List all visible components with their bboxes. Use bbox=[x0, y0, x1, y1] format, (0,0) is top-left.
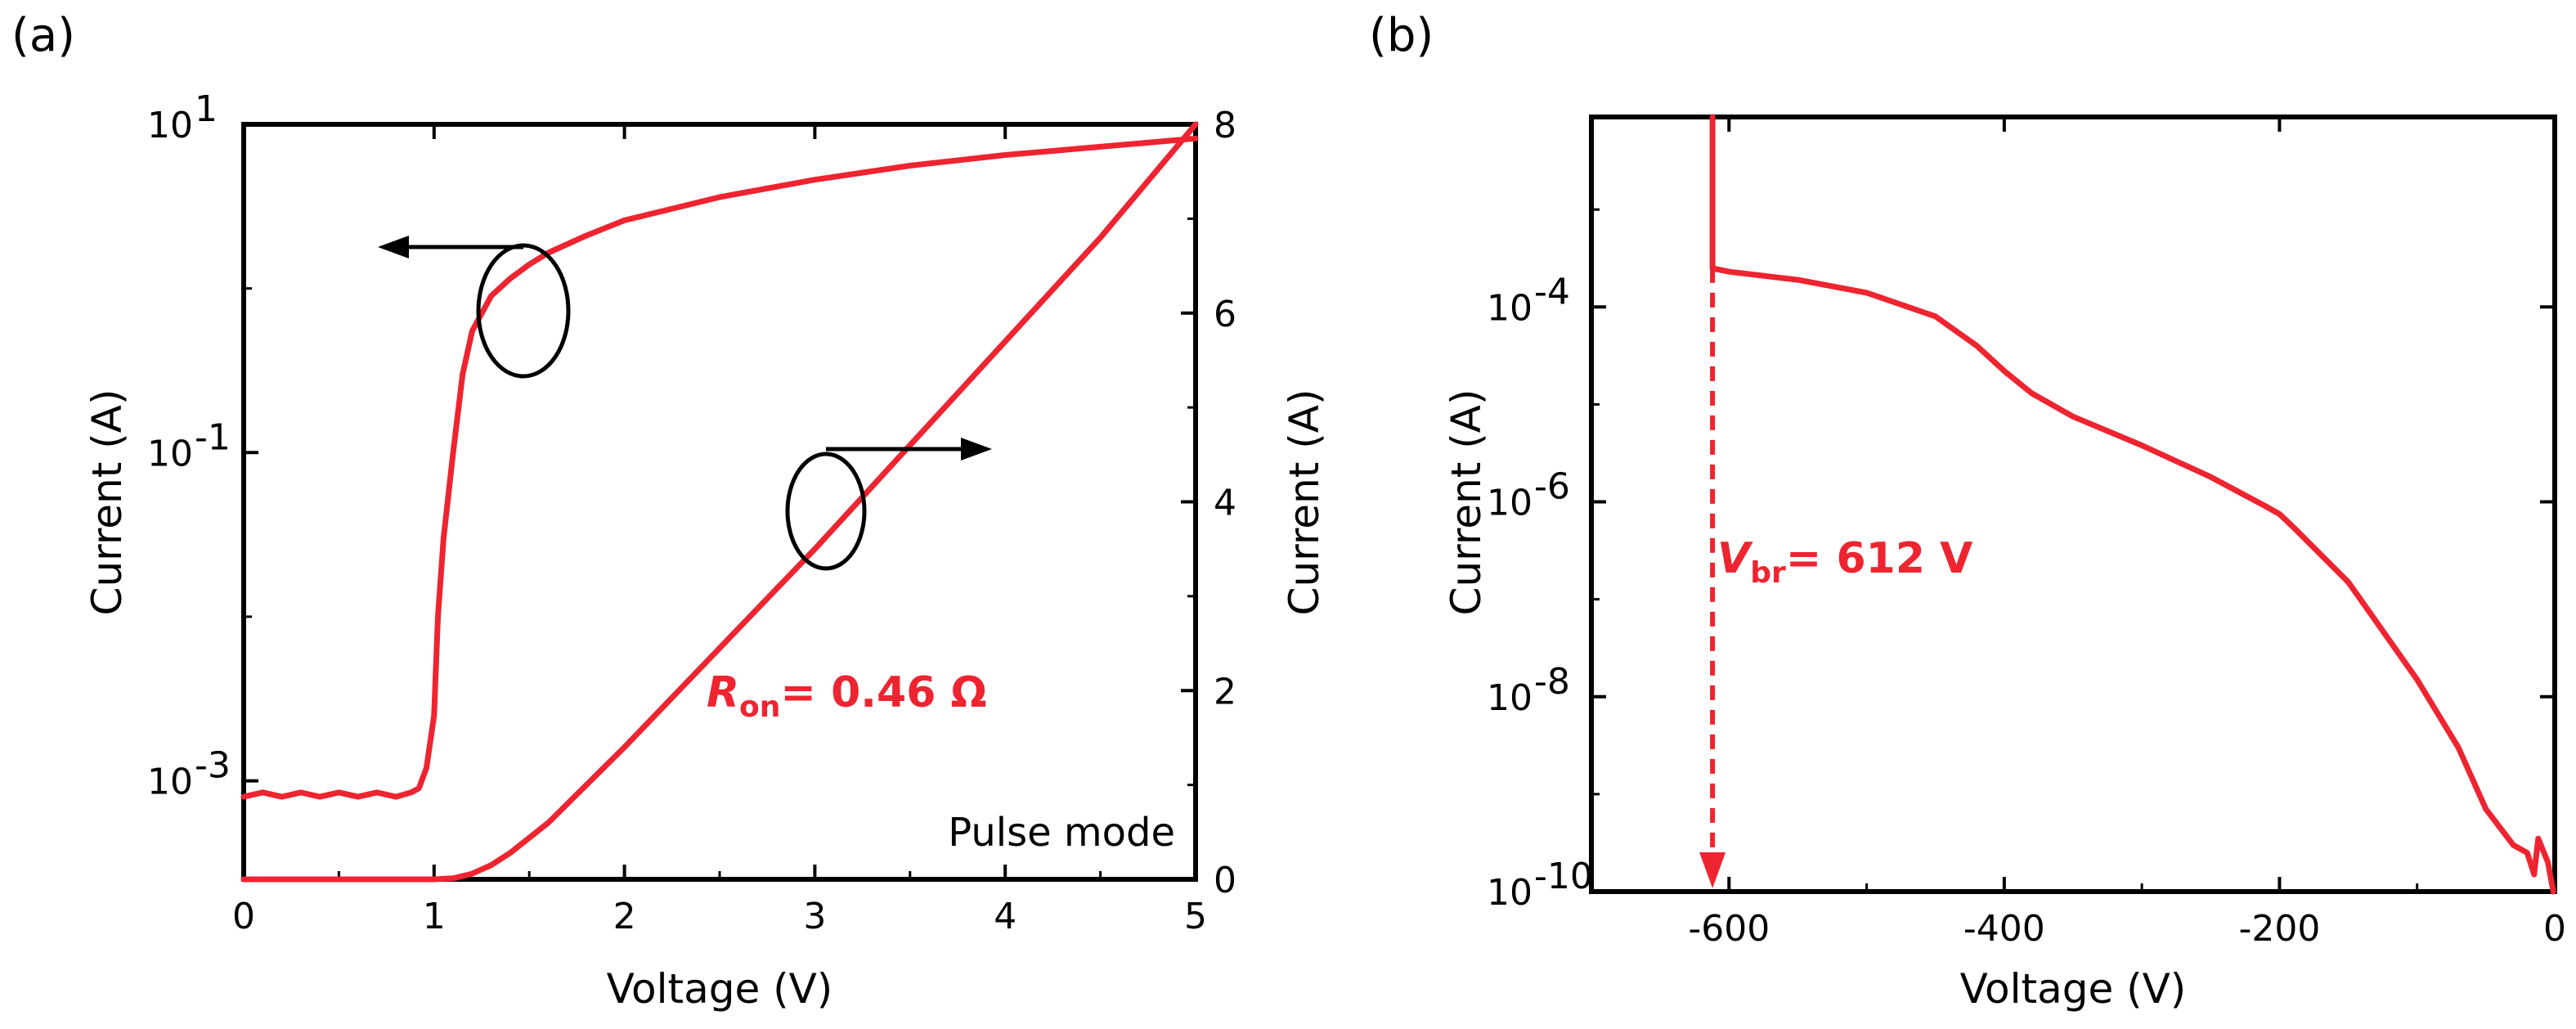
panel-a-x-tick-label: 3 bbox=[803, 896, 826, 937]
panel-b-label: (b) bbox=[1369, 9, 1434, 62]
right-axis-indicator-ellipse bbox=[785, 452, 867, 571]
panel-a-y-right-tick-label: 4 bbox=[1214, 483, 1236, 524]
panel-a-y-right-tick-label: 8 bbox=[1214, 105, 1236, 146]
vbr-subscript: br bbox=[1750, 556, 1786, 590]
vbr-value: = 612 V bbox=[1786, 534, 1973, 583]
panel-a-x-tick-label: 1 bbox=[423, 896, 446, 937]
ron-symbol: R bbox=[707, 668, 739, 717]
panel-b-x-axis-label: Voltage (V) bbox=[1960, 965, 2187, 1013]
panel-b-y-tick-exponent: -8 bbox=[1534, 661, 1570, 703]
panel-a-y-left-tick-label: 10 bbox=[147, 433, 193, 474]
panel-a-y-left-tick-label: 10 bbox=[147, 762, 193, 803]
right-axis-arrowhead-icon bbox=[961, 438, 992, 461]
panel-a-x-tick-label: 4 bbox=[994, 896, 1016, 937]
panel-a-y-left-tick-exponent: -3 bbox=[195, 745, 231, 787]
left-axis-arrowhead-icon bbox=[378, 236, 409, 258]
pulse-mode-label: Pulse mode bbox=[948, 810, 1175, 856]
panel-b-x-tick-label: -600 bbox=[1688, 908, 1770, 950]
panel-b-series-leakage bbox=[1709, 114, 2556, 895]
panel-b-y-axis-label: Current (A) bbox=[1443, 389, 1490, 616]
panel-a-x-tick-label: 5 bbox=[1184, 896, 1207, 937]
panel-b-frame bbox=[1589, 115, 2557, 894]
panel-a-y-left-tick-exponent: 1 bbox=[195, 88, 218, 130]
panel-a-y-right-tick-label: 0 bbox=[1214, 860, 1236, 901]
panel-a-y-left-axis-label: Current (A) bbox=[83, 389, 131, 616]
panel-a-y-left-tick-exponent: -1 bbox=[195, 416, 231, 458]
panel-b-y-tick-exponent: -4 bbox=[1534, 271, 1570, 312]
panel-a-series-log-current bbox=[240, 135, 1199, 800]
panel-b-x-ticks: -600 -400 -200 0 bbox=[1590, 117, 2566, 950]
panel-b-y-ticks: 10-410-610-810-10 bbox=[1487, 208, 2555, 914]
panel-b-x-tick-label: 0 bbox=[2543, 908, 2566, 950]
panel-a-series-linear-current bbox=[240, 121, 1199, 883]
panel-b-y-tick-exponent: -10 bbox=[1534, 856, 1593, 897]
panel-b: (b) -600 -400 -200 0 10-410-610-810-10 Volt… bbox=[1369, 9, 2566, 1013]
panel-a-y-right-axis-label: Current (A) bbox=[1281, 389, 1328, 616]
panel-a-y-left-tick-label: 10 bbox=[147, 105, 193, 146]
ron-subscript: on bbox=[739, 690, 780, 724]
panel-a-x-axis-label: Voltage (V) bbox=[607, 965, 833, 1013]
ron-value: = 0.46 Ω bbox=[780, 668, 986, 717]
panel-b-x-tick-label: -400 bbox=[1963, 908, 2045, 950]
panel-b-x-tick-label: -200 bbox=[2238, 908, 2320, 950]
panel-a-y-right-ticks: 0 2 4 6 8 bbox=[1181, 105, 1236, 901]
panel-a-frame bbox=[241, 122, 1198, 882]
panel-a-x-tick-label: 2 bbox=[613, 896, 636, 937]
vbr-annotation: Vbr= 612 V bbox=[1717, 534, 1972, 590]
panel-b-y-tick-label: 10 bbox=[1487, 287, 1533, 329]
panel-a-y-right-tick-label: 6 bbox=[1214, 294, 1236, 335]
ron-annotation: Ron= 0.46 Ω bbox=[707, 668, 987, 724]
panel-a-x-tick-label: 0 bbox=[232, 896, 255, 937]
vbr-arrowhead-icon bbox=[1699, 852, 1726, 888]
panel-b-y-tick-label: 10 bbox=[1487, 872, 1533, 914]
left-axis-indicator-ellipse bbox=[476, 243, 571, 379]
panel-b-y-tick-exponent: -6 bbox=[1534, 466, 1570, 508]
vbr-symbol: V bbox=[1717, 534, 1753, 583]
panel-a-y-right-tick-label: 2 bbox=[1214, 671, 1236, 712]
panel-a-label: (a) bbox=[11, 9, 75, 62]
panel-b-y-tick-label: 10 bbox=[1487, 677, 1533, 719]
panel-b-y-tick-label: 10 bbox=[1487, 483, 1533, 524]
